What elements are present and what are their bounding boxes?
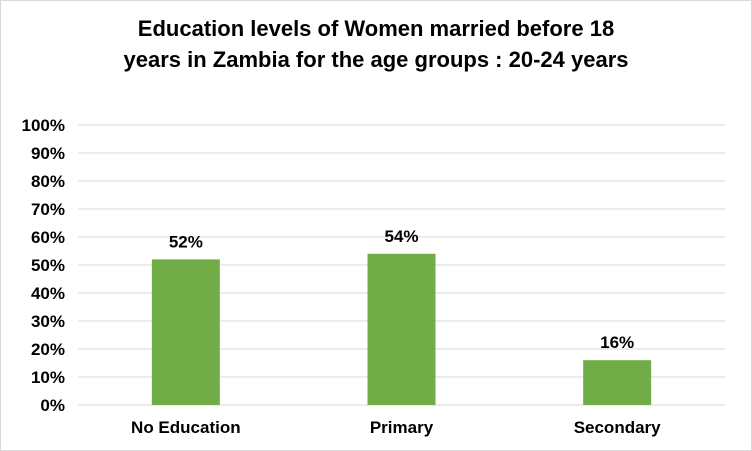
x-tick-label: Secondary [574,418,661,437]
y-tick-label: 10% [31,368,65,387]
y-tick-label: 60% [31,228,65,247]
data-labels: 52% 54% 16% [169,227,634,352]
y-tick-label: 40% [31,284,65,303]
y-tick-label: 70% [31,200,65,219]
x-tick-label: Primary [370,418,434,437]
x-tick-label: No Education [131,418,241,437]
data-label: 52% [169,232,203,251]
y-tick-label: 100% [22,116,65,135]
y-tick-label: 30% [31,312,65,331]
chart-title: Education levels of Women married before… [123,16,629,72]
y-tick-label: 20% [31,340,65,359]
y-tick-label: 90% [31,144,65,163]
y-axis-tick-labels: 0% 10% 20% 30% 40% 50% 60% 70% 80% 90% 100% [22,116,65,415]
bar-secondary [583,360,652,405]
y-tick-label: 0% [40,396,65,415]
bar-primary [367,253,436,405]
bars [151,253,652,405]
data-label: 16% [600,333,634,352]
y-tick-label: 50% [31,256,65,275]
bar-no-education [151,259,220,405]
data-label: 54% [384,227,418,246]
x-axis-tick-labels: No Education Primary Secondary [131,418,661,437]
y-tick-label: 80% [31,172,65,191]
